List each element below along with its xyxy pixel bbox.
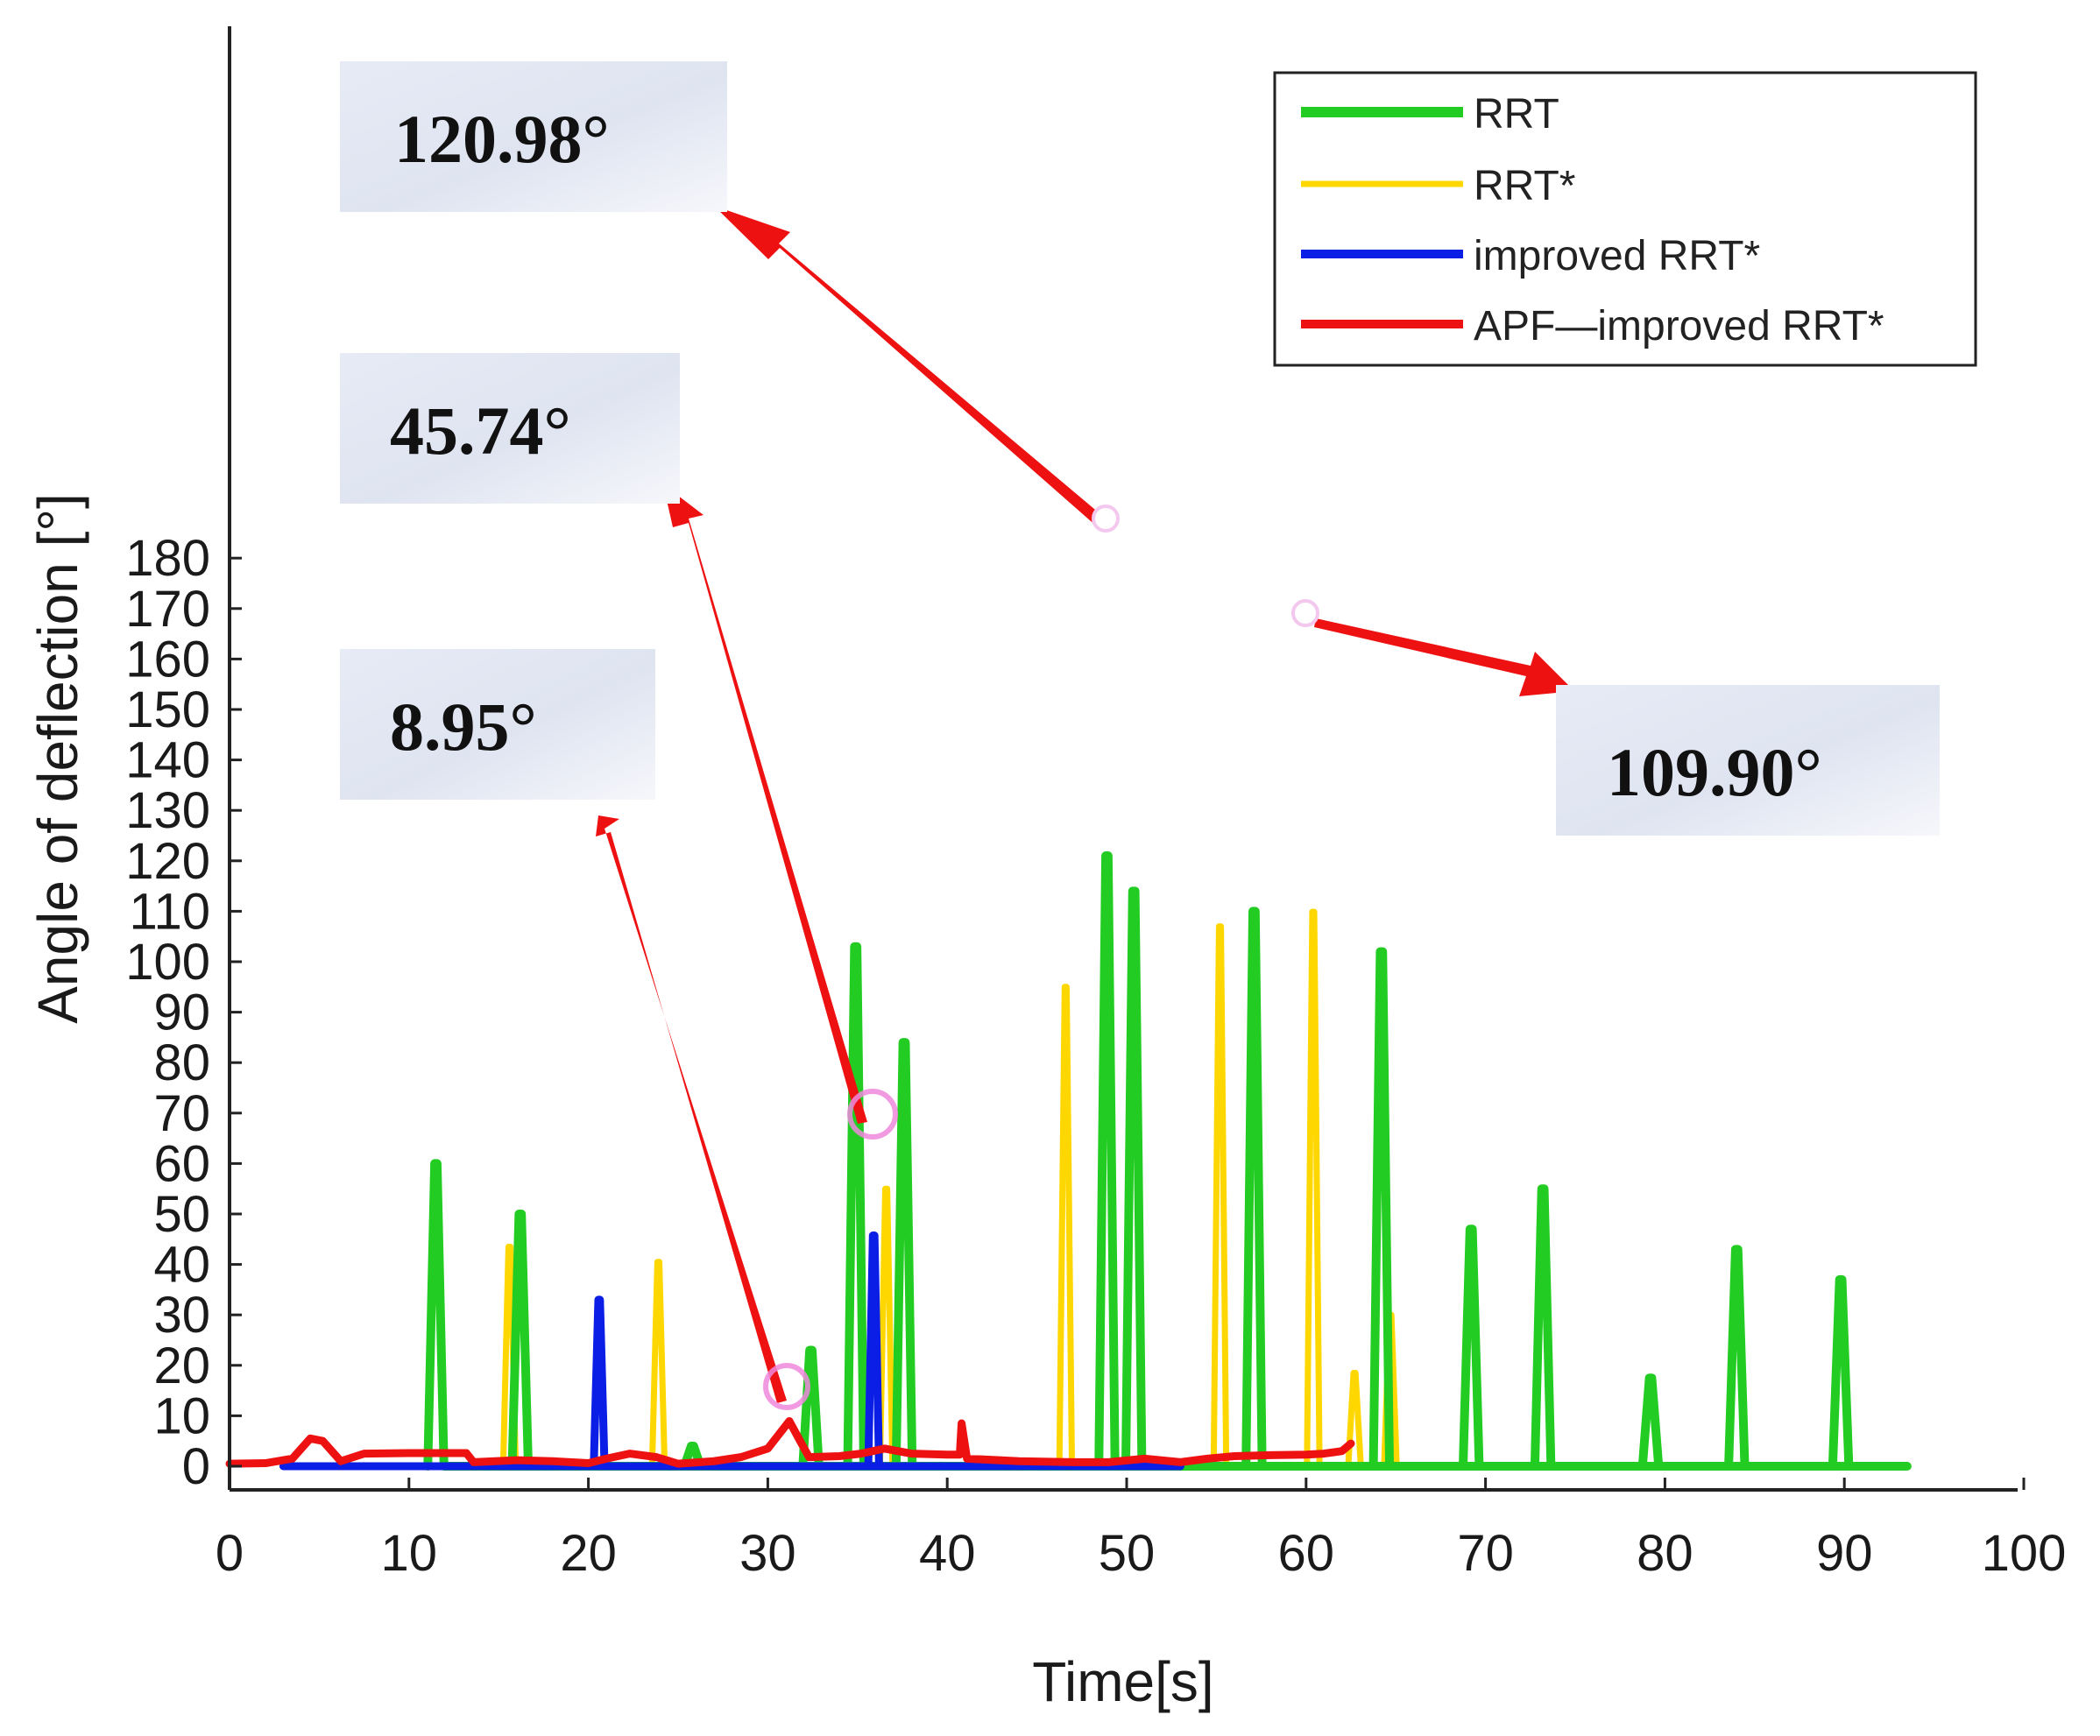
callout-label-8-95: 8.95° bbox=[390, 688, 537, 765]
y-tick-label-130: 130 bbox=[125, 782, 210, 839]
x-tick-label-40: 40 bbox=[919, 1525, 976, 1582]
rrt-star-peak-3 bbox=[876, 1185, 896, 1470]
x-tick-label-60: 60 bbox=[1278, 1525, 1335, 1582]
x-tick-label-80: 80 bbox=[1637, 1525, 1693, 1582]
apf-improved-rrt-star-line bbox=[225, 1416, 1355, 1468]
legend-label-rrt: RRT bbox=[1474, 91, 1559, 138]
x-tick-label-20: 20 bbox=[560, 1525, 617, 1582]
y-tick-label-60: 60 bbox=[153, 1135, 210, 1192]
callout-label-109-90: 109.90° bbox=[1607, 734, 1822, 810]
y-tick-label-10: 10 bbox=[153, 1387, 210, 1444]
rrt-peak-11 bbox=[1459, 1224, 1484, 1471]
arrow-120-98 bbox=[714, 206, 1106, 527]
legend-label-apf-improved-rrt-star: APF—improved RRT* bbox=[1474, 303, 1884, 349]
rrt-peak-9 bbox=[1241, 907, 1267, 1471]
callout-box-120-98 bbox=[340, 61, 727, 212]
y-tick-label-70: 70 bbox=[153, 1085, 210, 1142]
y-tick-label-110: 110 bbox=[130, 883, 210, 940]
highlight-markers bbox=[763, 505, 1319, 1410]
x-axis-title: Time[s] bbox=[1032, 1650, 1213, 1713]
rrt-star-peak-6 bbox=[1304, 908, 1323, 1470]
axes bbox=[228, 26, 2018, 1492]
plot-area bbox=[225, 851, 1912, 1471]
rrt-peak-2 bbox=[507, 1210, 533, 1471]
rrt-peak-5 bbox=[843, 942, 868, 1471]
arrow-45-74 bbox=[663, 484, 867, 1124]
y-tick-label-120: 120 bbox=[125, 833, 210, 890]
rrt-peak-15 bbox=[1828, 1274, 1854, 1471]
callout-label-45-74: 45.74° bbox=[390, 392, 571, 469]
x-tick-label-0: 0 bbox=[216, 1525, 244, 1582]
callout-box-109-90 bbox=[1556, 685, 1940, 836]
callout-box-45-74 bbox=[340, 353, 680, 504]
marker-45-74 bbox=[847, 1089, 898, 1140]
callouts: 120.98° 45.74° 8.95° 109.90° bbox=[340, 61, 1940, 836]
x-tick-label-90: 90 bbox=[1816, 1525, 1873, 1582]
rrt-peak-14 bbox=[1724, 1245, 1750, 1471]
callout-box-8-95 bbox=[340, 649, 655, 800]
y-axis-title: Angle of deflection [°] bbox=[26, 493, 89, 1024]
x-tick-label-10: 10 bbox=[381, 1525, 438, 1582]
y-tick-label-0: 0 bbox=[182, 1438, 210, 1495]
rrt-peak-4 bbox=[798, 1345, 824, 1471]
y-tick-label-30: 30 bbox=[153, 1287, 210, 1344]
rrt-peak-7 bbox=[1094, 851, 1120, 1471]
rrt-peak-6 bbox=[891, 1038, 917, 1471]
y-tick-label-100: 100 bbox=[125, 934, 210, 991]
marker-8-95 bbox=[763, 1363, 810, 1410]
annotation-arrows bbox=[596, 206, 1574, 1403]
y-tick-label-80: 80 bbox=[153, 1034, 210, 1091]
rrt-star-peak-2 bbox=[648, 1259, 668, 1470]
legend-label-rrt-star: RRT* bbox=[1474, 163, 1575, 209]
y-tick-label-50: 50 bbox=[153, 1186, 210, 1243]
arrow-8-95 bbox=[596, 815, 787, 1403]
marker-120-98 bbox=[1092, 505, 1120, 533]
x-tick-label-100: 100 bbox=[1982, 1525, 2067, 1582]
y-tick-label-180: 180 bbox=[125, 530, 210, 587]
rrt-peak-13 bbox=[1637, 1373, 1664, 1471]
y-tick-label-90: 90 bbox=[153, 984, 210, 1041]
x-tick-label-30: 30 bbox=[739, 1525, 796, 1582]
x-tick-label-50: 50 bbox=[1099, 1525, 1156, 1582]
rrt-peak-10 bbox=[1368, 947, 1395, 1471]
improved-rrt-star-peak-2 bbox=[864, 1231, 883, 1471]
y-ticks: 0102030405060708090100110120130140150160… bbox=[125, 530, 242, 1495]
improved-rrt-star-peak-1 bbox=[590, 1295, 609, 1471]
rrt-peak-8 bbox=[1121, 886, 1147, 1471]
y-tick-label-170: 170 bbox=[125, 581, 210, 638]
y-tick-label-40: 40 bbox=[153, 1237, 210, 1294]
legend: RRT RRT* improved RRT* APF—improved RRT* bbox=[1273, 71, 1977, 367]
rrt-star-peak-4 bbox=[1056, 984, 1076, 1470]
callout-label-120-98: 120.98° bbox=[394, 101, 610, 177]
x-ticks: 0 10 20 30 40 50 60 70 80 90 100 bbox=[216, 1478, 2067, 1582]
x-tick-label-70: 70 bbox=[1457, 1525, 1514, 1582]
marker-109-90 bbox=[1291, 599, 1319, 627]
rrt-star-peak-7 bbox=[1345, 1369, 1364, 1470]
legend-label-improved-rrt-star: improved RRT* bbox=[1474, 233, 1760, 279]
rrt-peak-1 bbox=[423, 1159, 449, 1471]
rrt-peak-3 bbox=[680, 1441, 705, 1471]
y-tick-label-150: 150 bbox=[125, 681, 210, 738]
legend-box bbox=[1273, 71, 1977, 367]
arrow-109-90 bbox=[1314, 618, 1574, 696]
rrt-peak-12 bbox=[1530, 1184, 1556, 1471]
rrt-star-peak-5 bbox=[1210, 923, 1230, 1470]
y-tick-label-20: 20 bbox=[153, 1337, 210, 1394]
y-tick-label-140: 140 bbox=[125, 732, 210, 789]
y-tick-label-160: 160 bbox=[125, 631, 210, 688]
